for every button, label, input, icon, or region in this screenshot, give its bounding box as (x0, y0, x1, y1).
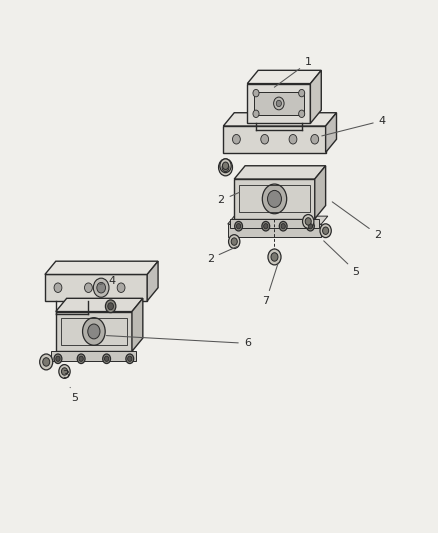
Text: 6: 6 (106, 336, 251, 349)
Circle shape (127, 356, 132, 361)
Polygon shape (247, 70, 321, 84)
Circle shape (61, 368, 67, 375)
Circle shape (56, 356, 60, 361)
Circle shape (264, 223, 268, 229)
Circle shape (305, 217, 311, 225)
Circle shape (77, 354, 85, 364)
Circle shape (219, 159, 233, 176)
Circle shape (262, 221, 270, 231)
Circle shape (43, 358, 49, 366)
Circle shape (268, 249, 281, 265)
Circle shape (322, 227, 328, 235)
Polygon shape (45, 261, 158, 274)
Circle shape (126, 354, 134, 364)
Circle shape (40, 354, 53, 370)
Polygon shape (147, 261, 158, 301)
Circle shape (271, 253, 278, 261)
Circle shape (311, 134, 319, 144)
Polygon shape (228, 224, 321, 237)
Polygon shape (315, 166, 325, 219)
Circle shape (261, 134, 268, 144)
Text: 2: 2 (332, 202, 381, 240)
Circle shape (97, 282, 106, 293)
Polygon shape (223, 126, 325, 152)
Text: 4: 4 (100, 276, 116, 286)
Polygon shape (325, 113, 336, 152)
Text: 7: 7 (262, 263, 278, 306)
Text: 2: 2 (207, 246, 237, 263)
Circle shape (281, 223, 285, 229)
Circle shape (320, 224, 331, 238)
Polygon shape (230, 219, 319, 228)
Circle shape (220, 159, 231, 173)
Circle shape (299, 110, 305, 117)
Polygon shape (234, 179, 315, 219)
Circle shape (108, 303, 113, 310)
Circle shape (308, 223, 313, 229)
Text: 4: 4 (322, 116, 386, 136)
Polygon shape (247, 84, 311, 123)
Circle shape (59, 365, 70, 378)
Circle shape (303, 215, 314, 228)
Circle shape (274, 97, 284, 110)
Circle shape (106, 300, 116, 313)
Circle shape (307, 221, 314, 231)
Circle shape (85, 283, 92, 293)
Circle shape (82, 318, 105, 345)
Text: 1: 1 (274, 58, 312, 87)
Polygon shape (311, 70, 321, 123)
Circle shape (233, 134, 240, 144)
Polygon shape (56, 298, 143, 312)
Circle shape (237, 223, 241, 229)
Circle shape (268, 190, 282, 207)
Circle shape (102, 354, 110, 364)
Circle shape (54, 354, 62, 364)
Circle shape (79, 356, 83, 361)
Text: 3: 3 (62, 365, 69, 380)
Circle shape (229, 235, 240, 248)
Circle shape (279, 221, 287, 231)
Circle shape (222, 163, 229, 172)
Polygon shape (254, 92, 304, 115)
Circle shape (235, 221, 243, 231)
Circle shape (104, 356, 109, 361)
Circle shape (289, 134, 297, 144)
Polygon shape (132, 298, 143, 351)
Circle shape (93, 278, 109, 297)
Circle shape (54, 283, 62, 293)
Polygon shape (45, 274, 147, 301)
Circle shape (88, 324, 100, 339)
Text: 5: 5 (324, 241, 360, 277)
Polygon shape (234, 166, 325, 179)
Polygon shape (228, 216, 328, 224)
Circle shape (299, 90, 305, 97)
Polygon shape (56, 312, 132, 351)
Text: 2: 2 (218, 192, 240, 205)
Circle shape (276, 100, 282, 107)
Circle shape (223, 162, 229, 169)
Circle shape (231, 238, 237, 245)
Circle shape (253, 110, 259, 117)
Circle shape (253, 90, 259, 97)
Polygon shape (51, 351, 136, 361)
Polygon shape (223, 113, 336, 126)
Circle shape (117, 283, 125, 293)
Circle shape (262, 184, 287, 214)
Text: 5: 5 (70, 387, 78, 403)
